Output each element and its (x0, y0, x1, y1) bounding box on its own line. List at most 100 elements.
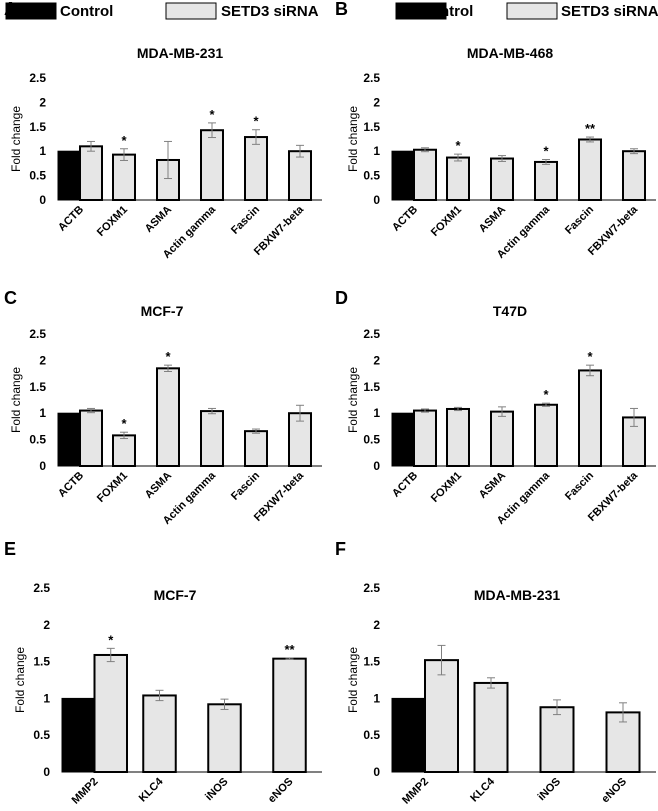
y-tick-label: 2 (43, 618, 50, 632)
legend-setd3-swatch (165, 2, 217, 20)
y-tick-label: 2.5 (29, 71, 46, 85)
y-tick-label: 0 (39, 459, 46, 473)
y-tick-label: 0.5 (363, 433, 380, 447)
y-tick-label: 2.5 (29, 327, 46, 341)
y-axis-label: Fold change (9, 106, 23, 172)
x-tick-label: Fascin (563, 469, 596, 502)
y-tick-label: 1 (39, 144, 46, 158)
chart-c: MCF-7 Fold change 0 0.5 1 1.5 2 2.5 ACTB * FOXM1 * A… (9, 303, 322, 527)
bar-setd3 (272, 657, 307, 774)
bar-setd3 (156, 367, 180, 468)
y-axis-label: Fold change (346, 367, 360, 433)
bar-control (391, 697, 426, 773)
significance-marker: * (108, 632, 114, 647)
bar-setd3 (490, 410, 514, 467)
y-tick-label: 0 (43, 765, 50, 779)
legend-setd3-label: SETD3 siRNA (561, 3, 658, 20)
x-tick-label: Fascin (229, 469, 262, 502)
legend-setd3-swatch (506, 2, 558, 20)
bar-control (57, 150, 81, 201)
y-axis-label: Fold change (346, 647, 360, 713)
significance-marker: * (209, 107, 215, 122)
bar-setd3 (446, 407, 470, 468)
bar-control (391, 150, 415, 201)
y-axis-label: Fold change (13, 647, 27, 713)
bar-setd3 (79, 145, 103, 202)
significance-marker: * (165, 349, 171, 364)
x-tick-label: ACTB (390, 470, 420, 500)
x-tick-label: ACTB (56, 204, 86, 234)
chart-title: MCF-7 (141, 303, 184, 319)
significance-marker: * (121, 133, 127, 148)
y-tick-label: 0.5 (29, 169, 46, 183)
chart-title: T47D (493, 303, 527, 319)
legend-left: Control SETD3 siRNA (5, 2, 319, 20)
y-tick-label: 1 (43, 691, 50, 705)
charts: MDA-MB-231 Fold change 0 0.5 1 1.5 2 2.5 ACTB * FO… (9, 45, 656, 807)
x-tick-label: ASMA (143, 204, 174, 235)
bar-setd3 (578, 369, 602, 468)
x-tick-label: Fascin (229, 203, 262, 236)
legend-control-label: Control (60, 3, 113, 20)
chart-title: MDA-MB-231 (474, 587, 561, 603)
significance-marker: * (587, 349, 593, 364)
x-tick-label: KLC4 (468, 775, 497, 804)
y-tick-label: 2 (373, 353, 380, 367)
x-tick-label: ASMA (477, 204, 508, 235)
chart-a: MDA-MB-231 Fold change 0 0.5 1 1.5 2 2.5 ACTB * FO… (9, 45, 322, 261)
y-tick-label: 1 (373, 144, 380, 158)
x-tick-label: FOXM1 (429, 204, 464, 239)
y-tick-label: 0.5 (363, 169, 380, 183)
y-tick-label: 0 (373, 193, 380, 207)
bar-setd3 (490, 157, 514, 202)
chart-f: MDA-MB-231 Fold change 0 0.5 1 1.5 2 2.5 MMP2 KLC… (346, 581, 656, 807)
x-tick-label: FOXM1 (95, 204, 130, 239)
panel-letter-c: C (4, 288, 17, 308)
bar-setd3 (413, 409, 437, 467)
y-tick-label: 1 (373, 406, 380, 420)
significance-marker: ** (284, 642, 295, 657)
y-tick-label: 1.5 (29, 380, 46, 394)
panel-letter-e: E (4, 539, 16, 559)
x-tick-label: FOXM1 (429, 470, 464, 505)
bar-setd3 (200, 410, 224, 468)
y-tick-label: 2.5 (33, 581, 50, 595)
significance-marker: * (253, 114, 259, 129)
bar-setd3 (539, 706, 575, 773)
legend-control-label: Control (420, 3, 473, 20)
chart-title: MDA-MB-231 (137, 45, 224, 61)
x-tick-label: Fascin (563, 203, 596, 236)
panel-letter-f: F (335, 539, 346, 559)
bar-setd3 (446, 156, 470, 202)
y-tick-label: 1.5 (363, 655, 380, 669)
y-axis-label: Fold change (9, 367, 23, 433)
y-tick-label: 1.5 (29, 120, 46, 134)
legend-control-swatch (395, 2, 447, 20)
x-tick-label: eNOS (599, 776, 629, 806)
x-tick-label: MMP2 (400, 776, 431, 807)
y-tick-label: 2.5 (363, 581, 380, 595)
significance-marker: * (121, 416, 127, 431)
legend-control-swatch (5, 2, 57, 20)
x-tick-label: ASMA (143, 470, 174, 501)
chart-e: MCF-7 Fold change 0 0.5 1 1.5 2 2.5 * MMP2 KLC4 iNO… (13, 581, 322, 807)
bar-setd3 (413, 148, 437, 201)
bar-setd3 (112, 434, 136, 468)
y-axis-label: Fold change (346, 106, 360, 172)
bar-setd3 (200, 129, 224, 201)
bar-setd3 (79, 409, 103, 467)
y-tick-label: 2.5 (363, 327, 380, 341)
bar-setd3 (534, 403, 558, 468)
y-tick-label: 0.5 (29, 433, 46, 447)
significance-marker: * (455, 138, 461, 153)
bar-setd3 (93, 653, 128, 774)
panel-letter-b: B (335, 0, 348, 19)
y-tick-label: 0 (373, 765, 380, 779)
y-tick-label: 2 (373, 95, 380, 109)
x-tick-label: iNOS (536, 776, 564, 804)
bar-setd3 (112, 153, 136, 201)
significance-marker: * (543, 143, 549, 158)
y-tick-label: 2 (39, 95, 46, 109)
significance-marker: ** (585, 121, 596, 136)
bar-setd3 (424, 659, 459, 773)
